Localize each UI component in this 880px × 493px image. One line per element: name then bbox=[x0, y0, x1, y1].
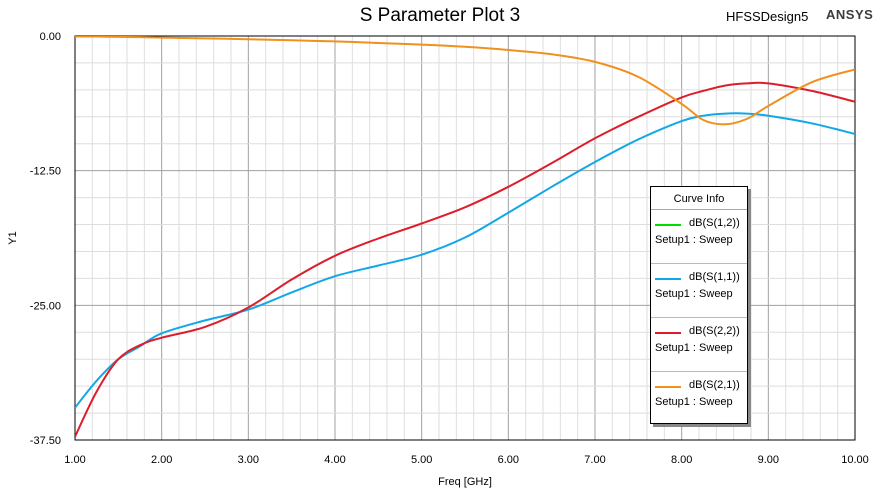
axis-ticks: 1.00 2.00 3.00 4.00 5.00 6.00 7.00 8.00 9.00 10.0… bbox=[30, 31, 869, 466]
legend-entry-s11[interactable]: dB(S(1,1)) Setup1 : Sweep bbox=[651, 264, 747, 318]
legend-series-name: dB(S(1,2)) bbox=[689, 217, 740, 229]
x-axis-title: Freq [GHz] bbox=[438, 476, 492, 488]
y-tick-label: 0.00 bbox=[40, 31, 61, 43]
legend-swatch-s21 bbox=[655, 386, 681, 388]
legend-divider bbox=[651, 209, 747, 210]
legend-separator bbox=[651, 317, 747, 318]
y-tick-label: -37.50 bbox=[30, 435, 61, 447]
y-tick-label: -12.50 bbox=[30, 166, 61, 178]
legend-series-name: dB(S(1,1)) bbox=[689, 271, 740, 283]
legend-swatch-s22 bbox=[655, 332, 681, 334]
legend-separator bbox=[651, 371, 747, 372]
x-tick-label: 5.00 bbox=[411, 454, 432, 466]
legend-series-setup: Setup1 : Sweep bbox=[655, 396, 733, 408]
legend-entry-s22[interactable]: dB(S(2,2)) Setup1 : Sweep bbox=[651, 318, 747, 372]
x-tick-label: 4.00 bbox=[324, 454, 345, 466]
y-axis-title: Y1 bbox=[7, 231, 19, 244]
legend-series-name: dB(S(2,1)) bbox=[689, 379, 740, 391]
x-tick-label: 10.00 bbox=[841, 454, 869, 466]
x-tick-label: 3.00 bbox=[238, 454, 259, 466]
chart-title: S Parameter Plot 3 bbox=[359, 5, 521, 26]
series-line-dbs21[interactable] bbox=[75, 36, 855, 126]
x-tick-label: 8.00 bbox=[671, 454, 692, 466]
design-name: HFSSDesign5 bbox=[726, 9, 809, 24]
legend-separator bbox=[651, 263, 747, 264]
plot-frame bbox=[74, 35, 856, 441]
curve-info-legend[interactable]: Curve Info dB(S(1,2)) Setup1 : Sweep dB(… bbox=[650, 186, 748, 424]
legend-swatch-s12 bbox=[655, 224, 681, 226]
legend-swatch-s11 bbox=[655, 278, 681, 280]
legend-series-setup: Setup1 : Sweep bbox=[655, 234, 733, 246]
x-tick-label: 2.00 bbox=[151, 454, 172, 466]
legend-series-name: dB(S(2,2)) bbox=[689, 325, 740, 337]
series-line-dbs22[interactable] bbox=[75, 81, 855, 438]
legend-title: Curve Info bbox=[673, 193, 725, 205]
legend-series-setup: Setup1 : Sweep bbox=[655, 342, 733, 354]
ansys-logo: ANSYS bbox=[826, 7, 874, 22]
x-tick-label: 7.00 bbox=[584, 454, 605, 466]
x-tick-label: 1.00 bbox=[64, 454, 85, 466]
legend-entry-s12[interactable]: dB(S(1,2)) Setup1 : Sweep bbox=[651, 210, 747, 264]
series-lines[interactable] bbox=[75, 36, 855, 438]
series-line-dbs11[interactable] bbox=[75, 112, 855, 409]
x-tick-label: 6.00 bbox=[498, 454, 519, 466]
x-tick-label: 9.00 bbox=[758, 454, 779, 466]
legend-series-setup: Setup1 : Sweep bbox=[655, 288, 733, 300]
legend-entry-s21[interactable]: dB(S(2,1)) Setup1 : Sweep bbox=[651, 372, 747, 426]
y-tick-label: -25.00 bbox=[30, 300, 61, 312]
